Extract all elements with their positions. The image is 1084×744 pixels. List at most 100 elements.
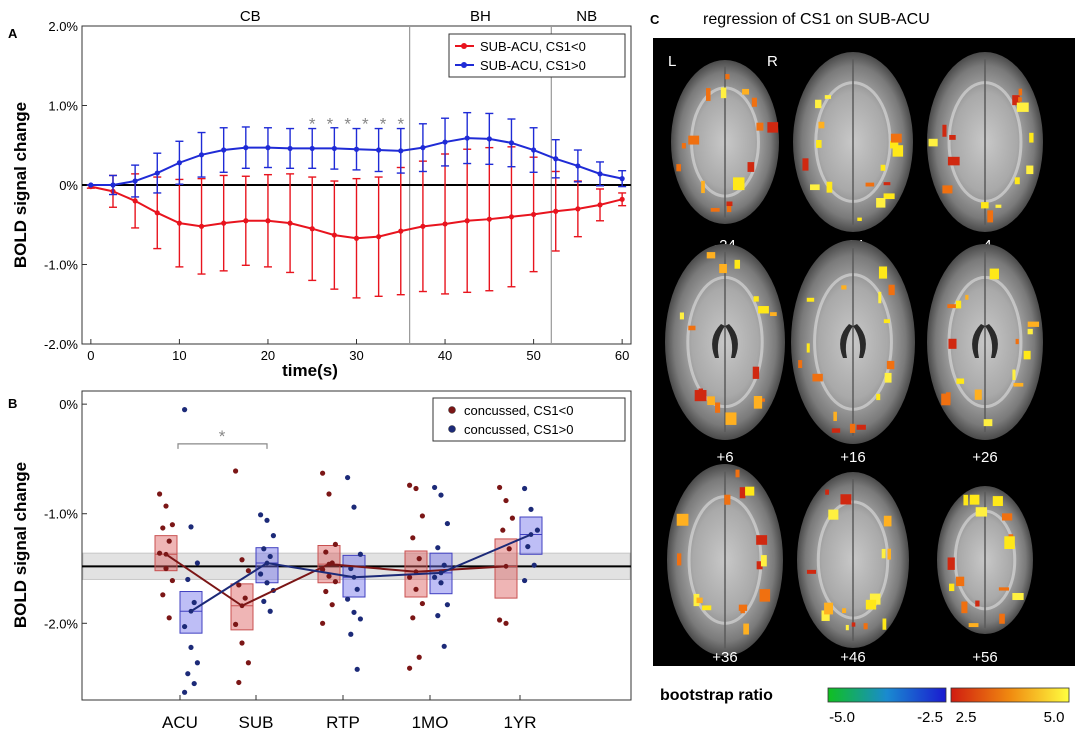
- data-point-blue: [265, 145, 271, 151]
- significance-star: *: [362, 114, 369, 133]
- activation-cluster: [821, 610, 830, 621]
- activation-cluster: [1001, 513, 1013, 521]
- category-label: SUB: [239, 713, 274, 732]
- series-blue: [86, 111, 627, 198]
- data-point-red: [265, 218, 271, 224]
- activation-cluster: [693, 593, 700, 607]
- ventricle-left: [972, 324, 985, 358]
- activation-cluster: [941, 393, 951, 406]
- point-navy: [351, 609, 357, 615]
- activation-cluster: [992, 496, 1003, 507]
- activation-cluster: [760, 555, 767, 567]
- data-point-blue: [88, 182, 94, 188]
- legend-label-red: SUB-ACU, CS1<0: [480, 39, 586, 54]
- point-navy: [432, 484, 438, 491]
- panel-b-legend-box: [432, 397, 626, 442]
- mean-point-navy: [264, 560, 270, 566]
- activation-cluster: [742, 88, 750, 95]
- mean-point-navy: [351, 574, 357, 580]
- activation-cluster: [1029, 132, 1034, 143]
- point-navy: [182, 689, 188, 695]
- point-navy: [264, 580, 270, 586]
- panel-letter-b: B: [8, 396, 17, 411]
- point-darkred: [160, 592, 166, 598]
- mean-point-darkred: [163, 551, 169, 557]
- point-navy: [438, 580, 444, 586]
- panel-b-ytick-label: 0%: [59, 397, 78, 412]
- mean-point-darkred: [503, 563, 509, 569]
- activation-cluster: [707, 396, 715, 406]
- data-point-red: [331, 232, 337, 238]
- activation-cluster: [857, 217, 862, 221]
- panel-a-ytick-label: -2.0%: [44, 337, 78, 352]
- point-navy: [357, 551, 363, 557]
- activation-cluster: [1004, 536, 1015, 550]
- point-darkred: [245, 568, 251, 574]
- data-point-red: [420, 223, 426, 229]
- point-darkred: [163, 565, 169, 572]
- point-navy: [258, 571, 264, 577]
- slice-label: +46: [840, 649, 865, 666]
- activation-cluster: [676, 513, 689, 526]
- colorbar-tick-neg5: -5.0: [829, 709, 855, 726]
- data-point-red: [530, 211, 537, 218]
- point-darkred: [239, 557, 245, 563]
- activation-cluster: [983, 419, 993, 427]
- data-point-blue: [287, 145, 293, 152]
- data-point-red: [176, 220, 183, 226]
- brain-slice: +36: [667, 464, 783, 666]
- activation-cluster: [806, 569, 817, 574]
- ventricle-right: [853, 324, 866, 358]
- slice-label: +26: [972, 449, 997, 466]
- point-navy: [188, 644, 194, 651]
- activation-cluster: [1012, 95, 1020, 106]
- activation-cluster: [995, 204, 1002, 208]
- data-point-blue: [353, 146, 360, 152]
- point-darkred: [320, 620, 326, 626]
- activation-cluster: [756, 561, 763, 570]
- activation-cluster: [1016, 102, 1029, 112]
- activation-cluster: [892, 145, 904, 157]
- point-darkred: [419, 600, 425, 607]
- point-darkred: [160, 525, 166, 531]
- point-navy: [348, 631, 354, 637]
- activation-cluster: [812, 373, 823, 382]
- phase-label: NB: [576, 8, 597, 25]
- brain-slice: +46: [797, 472, 909, 666]
- point-darkred: [410, 615, 416, 621]
- activation-cluster: [876, 197, 886, 208]
- activation-cluster: [825, 489, 830, 495]
- data-point-blue: [508, 140, 515, 146]
- activation-cluster: [828, 509, 839, 520]
- activation-cluster: [676, 164, 682, 172]
- activation-cluster: [876, 393, 881, 401]
- colorbar-tick-pos5: 5.0: [1044, 709, 1065, 726]
- activation-cluster: [725, 74, 730, 80]
- point-darkred: [326, 573, 332, 579]
- panel-b-plot-area: [81, 390, 632, 701]
- panel-a-significance: * * * * * *: [309, 114, 405, 133]
- point-navy: [194, 560, 200, 566]
- activation-cluster: [883, 182, 891, 186]
- panel-a-legend-box: [448, 33, 626, 78]
- activation-cluster: [756, 535, 768, 545]
- activation-cluster: [878, 266, 888, 279]
- orientation-right: R: [767, 53, 778, 70]
- data-point-red: [198, 223, 205, 229]
- activation-cluster: [881, 548, 886, 559]
- panel-a-ytick-label: -1.0%: [44, 258, 78, 273]
- data-point-red: [619, 196, 625, 202]
- point-darkred: [329, 602, 335, 608]
- point-navy: [191, 680, 197, 687]
- significance-star: *: [327, 114, 334, 133]
- point-navy: [435, 613, 441, 619]
- activation-cluster: [715, 402, 721, 413]
- activation-cluster: [824, 602, 834, 615]
- data-point-red: [398, 228, 404, 234]
- activation-cluster: [946, 392, 951, 404]
- mean-point-navy: [188, 608, 194, 614]
- ventricle-right: [985, 324, 998, 358]
- mean-point-navy: [438, 570, 444, 576]
- activation-cluster: [810, 184, 820, 191]
